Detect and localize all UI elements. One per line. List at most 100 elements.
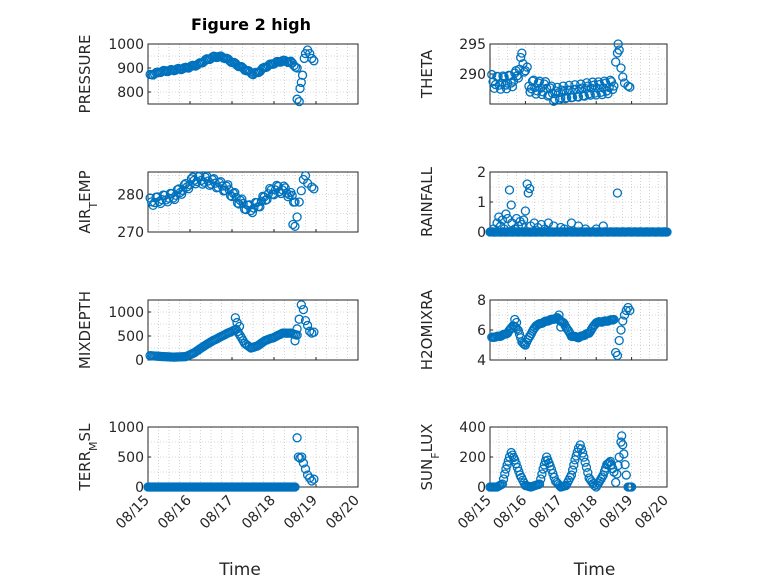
x-tick-label: 08/19 (597, 493, 637, 533)
x-tick-label: 08/16 (155, 492, 195, 532)
data-point (512, 324, 522, 334)
data-point (520, 206, 531, 216)
data-point (489, 83, 499, 94)
data-point (302, 320, 313, 331)
data-point (307, 476, 317, 486)
data-point (499, 224, 509, 234)
data-point (269, 190, 279, 200)
y-tick-label: 200 (459, 450, 486, 466)
data-point (534, 479, 545, 489)
data-point (237, 194, 247, 204)
data-point (300, 464, 311, 474)
data-point (619, 449, 629, 459)
data-point (623, 81, 633, 91)
data-point (506, 78, 516, 88)
data-point (618, 72, 628, 82)
axes-box (489, 299, 668, 361)
data-point (498, 71, 508, 81)
x-tick-label: 08/16 (490, 492, 530, 532)
y-tick-label: 0 (135, 353, 144, 369)
data-point (192, 176, 202, 187)
data-point (614, 45, 624, 55)
data-point (590, 88, 600, 98)
data-point (619, 310, 630, 320)
y-tick-label: 1000 (108, 37, 144, 53)
y-tick-label: 6 (477, 323, 486, 339)
axes-terr_msl: 0 500 1000 08/15 08/16 08/17 08/18 08/19 08/20 TE… (76, 420, 363, 580)
data-point (552, 82, 562, 92)
data-point (504, 185, 515, 195)
axes-mixdepth: 0 500 1000 MIXDEPTH (76, 291, 359, 369)
x-tick-label: 08/15 (113, 493, 153, 533)
axes-box (147, 299, 359, 361)
data-point (309, 184, 319, 194)
data-point (519, 67, 529, 77)
y-axis-label: PRESSURE (76, 35, 94, 114)
data-point (292, 433, 302, 443)
data-point (307, 182, 317, 192)
y-tick-label: 500 (117, 329, 144, 345)
data-point (288, 219, 298, 230)
data-point (168, 193, 178, 203)
axes-h2omixra: 4 6 8 H2OMIXRA (418, 289, 668, 370)
data-point (585, 90, 595, 100)
data-point (195, 171, 205, 181)
data-point (513, 73, 523, 83)
axes-theta: 290 295 THETA (418, 37, 668, 106)
data-point (567, 465, 578, 475)
data-point (613, 39, 623, 49)
axes-box (489, 43, 668, 105)
data-point (234, 321, 245, 332)
data-point (560, 93, 571, 104)
data-point (292, 212, 302, 222)
data-point (292, 63, 302, 73)
data-point (549, 221, 559, 231)
y-tick-label: 400 (459, 420, 486, 436)
x-tick-label: 08/20 (323, 493, 363, 533)
figure-title: Figure 2 high (191, 15, 311, 34)
data-point (618, 316, 628, 326)
data-point (581, 462, 592, 473)
data-point (506, 200, 516, 210)
data-point (554, 310, 564, 320)
x-tick-label: 08/15 (455, 493, 495, 533)
data-point (235, 331, 246, 341)
data-point (616, 63, 626, 73)
data-point (625, 82, 635, 92)
data-point (296, 186, 306, 196)
data-point (517, 48, 527, 58)
data-point (246, 205, 256, 216)
axes-box (489, 426, 668, 488)
data-point (296, 77, 306, 88)
y-tick-label: 900 (117, 61, 144, 77)
data-point (576, 444, 587, 454)
data-point (500, 469, 510, 479)
data-point (598, 221, 608, 231)
data-point (501, 209, 511, 219)
data-point (556, 322, 566, 332)
data-point (293, 452, 304, 462)
data-point (300, 315, 311, 326)
data-point (626, 482, 637, 492)
data-point (537, 469, 547, 479)
data-point (487, 69, 497, 80)
x-tick-label: 08/19 (281, 493, 321, 533)
y-tick-label: 0 (477, 225, 486, 241)
y-tick-label: 295 (459, 37, 486, 53)
axes-rainfall: 0 1 2 RAINFALL (418, 165, 672, 241)
data-point (230, 313, 241, 323)
y-tick-label: 290 (459, 67, 486, 83)
data-point (527, 76, 538, 86)
data-point (597, 472, 607, 482)
y-tick-label: 800 (117, 85, 144, 101)
data-point (292, 324, 302, 334)
y-axis-label: SUNFLUX (418, 424, 442, 491)
y-tick-label: 2 (477, 165, 486, 181)
data-point (292, 330, 302, 340)
data-point (220, 185, 230, 196)
y-tick-label: 1 (477, 195, 486, 211)
data-point (569, 460, 579, 470)
data-point (566, 470, 577, 480)
